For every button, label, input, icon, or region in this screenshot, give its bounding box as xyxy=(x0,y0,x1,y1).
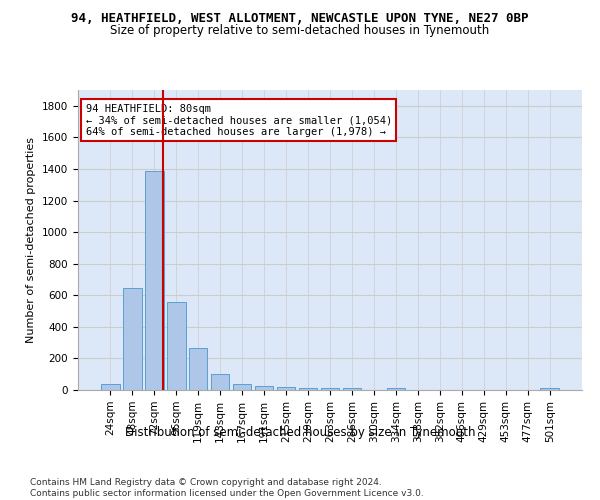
Text: Distribution of semi-detached houses by size in Tynemouth: Distribution of semi-detached houses by … xyxy=(125,426,475,439)
Text: 94 HEATHFIELD: 80sqm
← 34% of semi-detached houses are smaller (1,054)
64% of se: 94 HEATHFIELD: 80sqm ← 34% of semi-detac… xyxy=(86,104,392,136)
Text: 94, HEATHFIELD, WEST ALLOTMENT, NEWCASTLE UPON TYNE, NE27 0BP: 94, HEATHFIELD, WEST ALLOTMENT, NEWCASTL… xyxy=(71,12,529,26)
Y-axis label: Number of semi-detached properties: Number of semi-detached properties xyxy=(26,137,37,343)
Bar xyxy=(255,386,274,390)
Bar xyxy=(386,388,405,390)
Bar xyxy=(233,384,251,390)
Bar xyxy=(277,387,295,390)
Bar xyxy=(343,388,361,390)
Bar xyxy=(145,170,164,390)
Text: Contains HM Land Registry data © Crown copyright and database right 2024.
Contai: Contains HM Land Registry data © Crown c… xyxy=(30,478,424,498)
Bar xyxy=(101,384,119,390)
Text: Size of property relative to semi-detached houses in Tynemouth: Size of property relative to semi-detach… xyxy=(110,24,490,37)
Bar xyxy=(167,302,185,390)
Bar xyxy=(541,388,559,390)
Bar xyxy=(211,374,229,390)
Bar xyxy=(299,388,317,390)
Bar xyxy=(189,348,208,390)
Bar xyxy=(320,388,340,390)
Bar xyxy=(123,288,142,390)
